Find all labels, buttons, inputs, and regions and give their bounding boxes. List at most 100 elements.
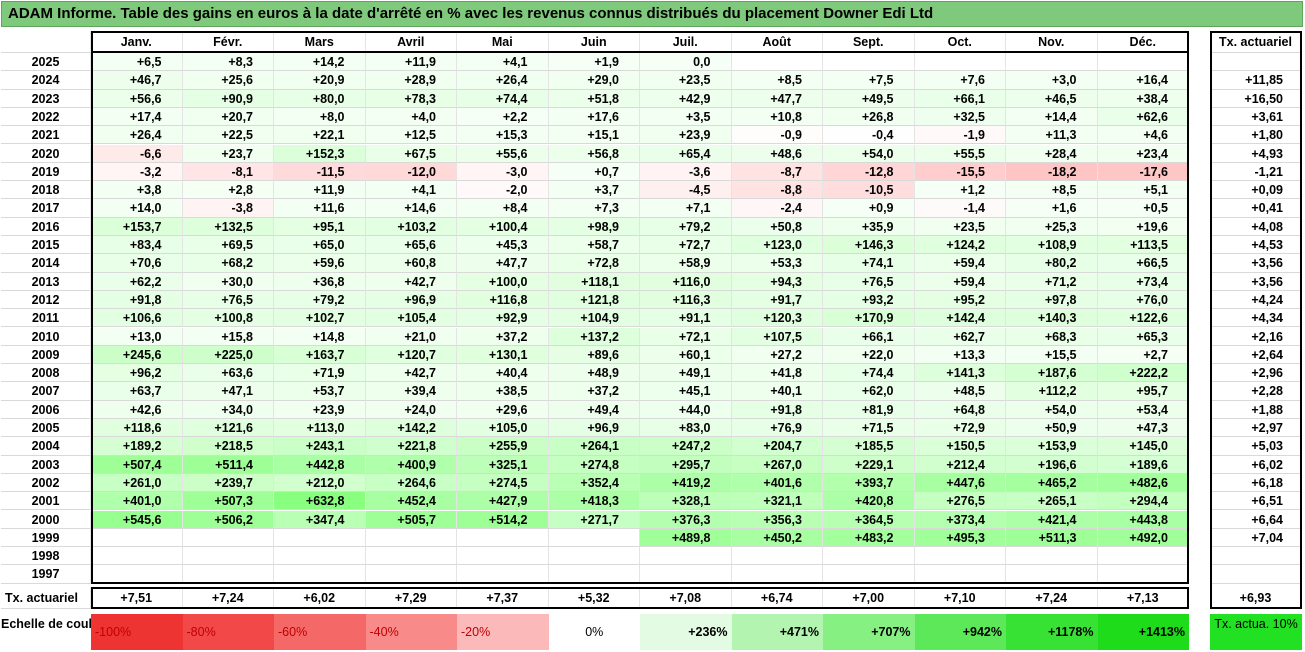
gain-cell: +452,4 <box>365 492 457 511</box>
gain-cell: +47,1 <box>182 382 274 401</box>
gain-cell: +46,7 <box>91 71 183 90</box>
gain-cell: +373,4 <box>914 510 1006 529</box>
month-header: Août <box>731 31 823 53</box>
gain-cell: +37,2 <box>548 382 640 401</box>
gain-cell: +3,0 <box>1006 71 1098 90</box>
gain-cell: +102,7 <box>274 309 366 328</box>
report-title: ADAM Informe. Table des gains en euros à… <box>1 1 1303 27</box>
gain-cell: +64,8 <box>914 400 1006 419</box>
gain-cell: +26,4 <box>91 126 183 145</box>
gain-cell: +11,6 <box>274 199 366 218</box>
gain-cell: +1,9 <box>548 53 640 72</box>
gain-cell: -3,8 <box>182 199 274 218</box>
gain-cell: +10,8 <box>731 107 823 127</box>
gain-cell: +38,4 <box>1097 89 1189 108</box>
gain-cell <box>823 53 915 72</box>
gain-cell: +76,0 <box>1097 290 1189 310</box>
actuarial-row-label: Tx. actuariel <box>1 586 91 609</box>
gain-cell: +58,9 <box>640 254 732 273</box>
month-header: Juin <box>548 31 640 53</box>
tx-cell: +7,04 <box>1210 528 1302 548</box>
gain-cell: +243,1 <box>274 437 366 456</box>
tx-cell: +2,64 <box>1210 345 1302 365</box>
gain-cell: +420,8 <box>823 492 915 511</box>
gain-cell: +29,6 <box>457 400 549 419</box>
gain-cell: +73,4 <box>1097 272 1189 291</box>
gain-cell: +62,7 <box>914 327 1006 346</box>
gain-cell: +187,6 <box>1006 364 1098 383</box>
actuarial-month-rate: +6,02 <box>274 586 366 609</box>
gain-cell: +225,0 <box>182 345 274 365</box>
gain-cell: +465,2 <box>1006 473 1098 493</box>
legend-swatch: +1178% <box>1006 614 1098 650</box>
tx-cell: +11,85 <box>1210 71 1302 90</box>
gain-cell: +48,6 <box>731 144 823 163</box>
gain-cell: -8,8 <box>731 181 823 200</box>
gain-cell: +22,1 <box>274 126 366 145</box>
gain-cell: +91,8 <box>91 290 183 310</box>
year-cell: 2008 <box>1 364 91 383</box>
year-cell: 2019 <box>1 162 91 182</box>
gain-cell: +45,3 <box>457 236 549 255</box>
tx-cell: +6,64 <box>1210 510 1302 529</box>
gain-cell: +35,9 <box>823 217 915 236</box>
gain-cell: +113,0 <box>274 419 366 438</box>
gain-cell: -0,9 <box>731 126 823 145</box>
gain-cell: +22,5 <box>182 126 274 145</box>
actuarial-month-rate: +7,24 <box>182 586 274 609</box>
gain-cell: +20,7 <box>182 107 274 127</box>
actuarial-month-rate: +7,24 <box>1006 586 1098 609</box>
gain-cell: +58,7 <box>548 236 640 255</box>
gain-cell: +15,5 <box>1006 345 1098 365</box>
gain-cell <box>91 528 183 548</box>
gain-cell: +30,0 <box>182 272 274 291</box>
year-cell: 2024 <box>1 71 91 90</box>
tx-cell: +3,56 <box>1210 254 1302 273</box>
month-header: Mars <box>274 31 366 53</box>
gain-cell: +112,2 <box>1006 382 1098 401</box>
gain-cell: +325,1 <box>457 455 549 474</box>
gain-cell: +140,3 <box>1006 309 1098 328</box>
gain-cell: +204,7 <box>731 437 823 456</box>
gain-cell: +95,7 <box>1097 382 1189 401</box>
gain-cell: +152,3 <box>274 144 366 163</box>
gain-cell: +443,8 <box>1097 510 1189 529</box>
legend-swatch: 0% <box>548 614 640 650</box>
gain-cell: +71,2 <box>1006 272 1098 291</box>
gain-cell <box>182 528 274 548</box>
gain-cell: +97,8 <box>1006 290 1098 310</box>
gain-cell: +76,5 <box>823 272 915 291</box>
gain-cell: +118,6 <box>91 419 183 438</box>
gain-cell: +28,4 <box>1006 144 1098 163</box>
gain-cell: +7,1 <box>640 199 732 218</box>
gain-cell: +401,6 <box>731 473 823 493</box>
gain-cell: +47,7 <box>731 89 823 108</box>
gain-cell: +39,4 <box>365 382 457 401</box>
gain-cell: +153,7 <box>91 217 183 236</box>
gain-cell: -4,5 <box>640 181 732 200</box>
gain-cell: +74,1 <box>823 254 915 273</box>
gain-cell: +91,1 <box>640 309 732 328</box>
gain-cell: +15,8 <box>182 327 274 346</box>
gain-cell: +141,3 <box>914 364 1006 383</box>
gain-cell: +69,5 <box>182 236 274 255</box>
gain-cell: +66,1 <box>823 327 915 346</box>
gain-cell: +98,9 <box>548 217 640 236</box>
gain-cell: +42,7 <box>365 364 457 383</box>
gain-cell: +121,6 <box>182 419 274 438</box>
gain-cell: +212,4 <box>914 455 1006 474</box>
gain-cell <box>823 547 915 566</box>
gain-cell: +5,1 <box>1097 181 1189 200</box>
tx-cell: +4,24 <box>1210 290 1302 310</box>
gain-cell <box>365 528 457 548</box>
gain-cell: -12,8 <box>823 162 915 182</box>
gain-cell: +271,7 <box>548 510 640 529</box>
gain-cell <box>731 53 823 72</box>
gain-cell: +50,9 <box>1006 419 1098 438</box>
tx-cell: +2,28 <box>1210 382 1302 401</box>
gain-cell: +356,3 <box>731 510 823 529</box>
gain-cell: +2,8 <box>182 181 274 200</box>
gain-cell: +239,7 <box>182 473 274 493</box>
gain-cell: +261,0 <box>91 473 183 493</box>
gain-cell: +170,9 <box>823 309 915 328</box>
